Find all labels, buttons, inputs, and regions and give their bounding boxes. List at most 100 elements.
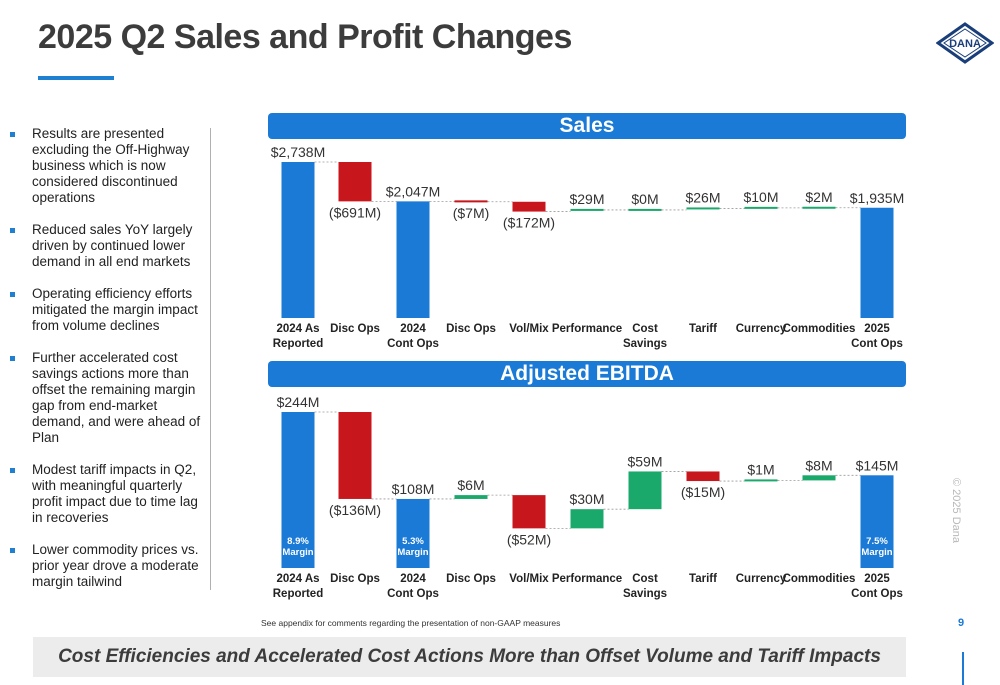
bullet-item: Results are presented excluding the Off-… bbox=[8, 126, 208, 206]
ebitda-bar-10 bbox=[860, 475, 894, 568]
sales-category-line: Reported bbox=[273, 338, 323, 350]
ebitda-value-label-9: $8M bbox=[805, 457, 832, 473]
ebitda-margin-line: 5.3% bbox=[402, 536, 424, 547]
accent-line bbox=[962, 652, 964, 685]
ebitda-category-line: Performance bbox=[552, 573, 622, 585]
ebitda-category-line: Reported bbox=[273, 588, 323, 600]
ebitda-bar-1 bbox=[338, 412, 372, 499]
ebitda-value-label-2: $108M bbox=[392, 481, 435, 497]
sales-category-label-4: Vol/Mix bbox=[509, 323, 549, 335]
ebitda-margin-line: Margin bbox=[282, 547, 313, 558]
ebitda-value-label-0: $244M bbox=[277, 394, 320, 410]
sales-category-label-6: Cost Savings bbox=[623, 323, 667, 350]
ebitda-category-line: Vol/Mix bbox=[509, 573, 549, 585]
sales-value-label-0: $2,738M bbox=[271, 144, 325, 160]
sales-category-line: Savings bbox=[623, 338, 667, 350]
ebitda-value-label-4: ($52M) bbox=[507, 531, 551, 547]
ebitda-margin-line: Margin bbox=[397, 547, 428, 558]
ebitda-category-label-9: Commodities bbox=[783, 573, 856, 585]
ebitda-value-label-8: $1M bbox=[747, 461, 774, 477]
sales-category-label-7: Tariff bbox=[689, 323, 717, 335]
ebitda-category-label-1: Disc Ops bbox=[330, 573, 380, 585]
ebitda-margin-label-10: 7.5% Margin bbox=[861, 536, 892, 558]
sales-category-line: Disc Ops bbox=[330, 323, 380, 335]
copyright: © 2025 Dana bbox=[950, 478, 962, 543]
bullet-item: Further accelerated cost savings actions… bbox=[8, 350, 208, 446]
sales-value-label-4: ($172M) bbox=[503, 215, 555, 231]
sales-category-label-8: Currency bbox=[736, 323, 787, 335]
ebitda-bar-5 bbox=[570, 509, 604, 529]
ebitda-margin-label-0: 8.9% Margin bbox=[282, 536, 313, 558]
sales-bar-5 bbox=[570, 208, 604, 211]
sales-value-label-8: $10M bbox=[743, 189, 778, 205]
sales-bar-0 bbox=[281, 162, 315, 318]
ebitda-margin-label-2: 5.3% Margin bbox=[397, 536, 428, 558]
ebitda-bar-6 bbox=[628, 471, 662, 510]
ebitda-category-label-5: Performance bbox=[552, 573, 622, 585]
ebitda-category-line: Commodities bbox=[783, 573, 856, 585]
ebitda-value-label-6: $59M bbox=[627, 453, 662, 469]
ebitda-category-line: Cost bbox=[632, 573, 658, 585]
bullet-item: Operating efficiency efforts mitigated t… bbox=[8, 286, 208, 334]
logo-diamond bbox=[936, 22, 994, 64]
column-divider bbox=[210, 128, 211, 590]
ebitda-section-header: Adjusted EBITDA bbox=[268, 361, 906, 387]
bullet-item: Lower commodity prices vs. prior year dr… bbox=[8, 542, 208, 590]
sales-category-line: Currency bbox=[736, 323, 787, 335]
sales-category-label-5: Performance bbox=[552, 323, 622, 335]
sales-bar-8 bbox=[744, 206, 778, 209]
sales-category-line: Cont Ops bbox=[387, 338, 439, 350]
sales-category-line: Commodities bbox=[783, 323, 856, 335]
sales-value-label-1: ($691M) bbox=[329, 204, 381, 220]
sales-category-line: Cost bbox=[632, 323, 658, 335]
ebitda-margin-line: 8.9% bbox=[287, 536, 309, 547]
ebitda-bar-3 bbox=[454, 495, 488, 499]
ebitda-category-label-6: Cost Savings bbox=[623, 573, 667, 600]
ebitda-category-label-10: 2025 Cont Ops bbox=[851, 573, 903, 600]
sales-category-line: Tariff bbox=[689, 323, 717, 335]
sales-category-line: 2024 As bbox=[276, 323, 319, 335]
logo-text: DANA bbox=[949, 38, 981, 50]
sales-category-label-2: 2024 Cont Ops bbox=[387, 323, 439, 350]
page-number: 9 bbox=[958, 617, 965, 629]
sales-bar-1 bbox=[338, 162, 372, 202]
ebitda-bar-4 bbox=[512, 495, 546, 529]
sales-section-header: Sales bbox=[268, 113, 906, 139]
sales-bar-4 bbox=[512, 201, 546, 212]
sales-category-line: Cont Ops bbox=[851, 338, 903, 350]
takeaway-banner: Cost Efficiencies and Accelerated Cost A… bbox=[33, 637, 906, 677]
ebitda-category-line: Disc Ops bbox=[446, 573, 496, 585]
bullet-item: Reduced sales YoY largely driven by cont… bbox=[8, 222, 208, 270]
ebitda-category-line: Tariff bbox=[689, 573, 717, 585]
sales-value-label-2: $2,047M bbox=[386, 183, 440, 199]
title-underline bbox=[38, 76, 114, 80]
footnote: See appendix for comments regarding the … bbox=[261, 618, 561, 628]
ebitda-category-label-8: Currency bbox=[736, 573, 787, 585]
key-points-list: Results are presented excluding the Off-… bbox=[8, 126, 208, 606]
sales-category-label-9: Commodities bbox=[783, 323, 856, 335]
page-title: 2025 Q2 Sales and Profit Changes bbox=[38, 18, 572, 56]
ebitda-value-label-3: $6M bbox=[457, 477, 484, 493]
sales-category-line: Vol/Mix bbox=[509, 323, 549, 335]
ebitda-category-line: Savings bbox=[623, 588, 667, 600]
sales-category-line: 2024 bbox=[400, 323, 426, 335]
ebitda-category-label-4: Vol/Mix bbox=[509, 573, 549, 585]
ebitda-category-line: 2025 bbox=[864, 573, 890, 585]
ebitda-value-label-5: $30M bbox=[569, 491, 604, 507]
sales-bar-10 bbox=[860, 207, 894, 318]
sales-category-label-3: Disc Ops bbox=[446, 323, 496, 335]
sales-category-label-10: 2025 Cont Ops bbox=[851, 323, 903, 350]
sales-bar-2 bbox=[396, 201, 430, 318]
sales-category-line: 2025 bbox=[864, 323, 890, 335]
ebitda-bar-9 bbox=[802, 475, 836, 481]
ebitda-margin-line: 7.5% bbox=[866, 536, 888, 547]
ebitda-category-line: Disc Ops bbox=[330, 573, 380, 585]
ebitda-category-label-0: 2024 As Reported bbox=[273, 573, 323, 600]
sales-value-label-5: $29M bbox=[569, 191, 604, 207]
sales-category-label-1: Disc Ops bbox=[330, 323, 380, 335]
sales-value-label-10: $1,935M bbox=[850, 190, 904, 206]
ebitda-bar-8 bbox=[744, 479, 778, 482]
ebitda-bar-7 bbox=[686, 471, 720, 482]
sales-bar-7 bbox=[686, 207, 720, 210]
